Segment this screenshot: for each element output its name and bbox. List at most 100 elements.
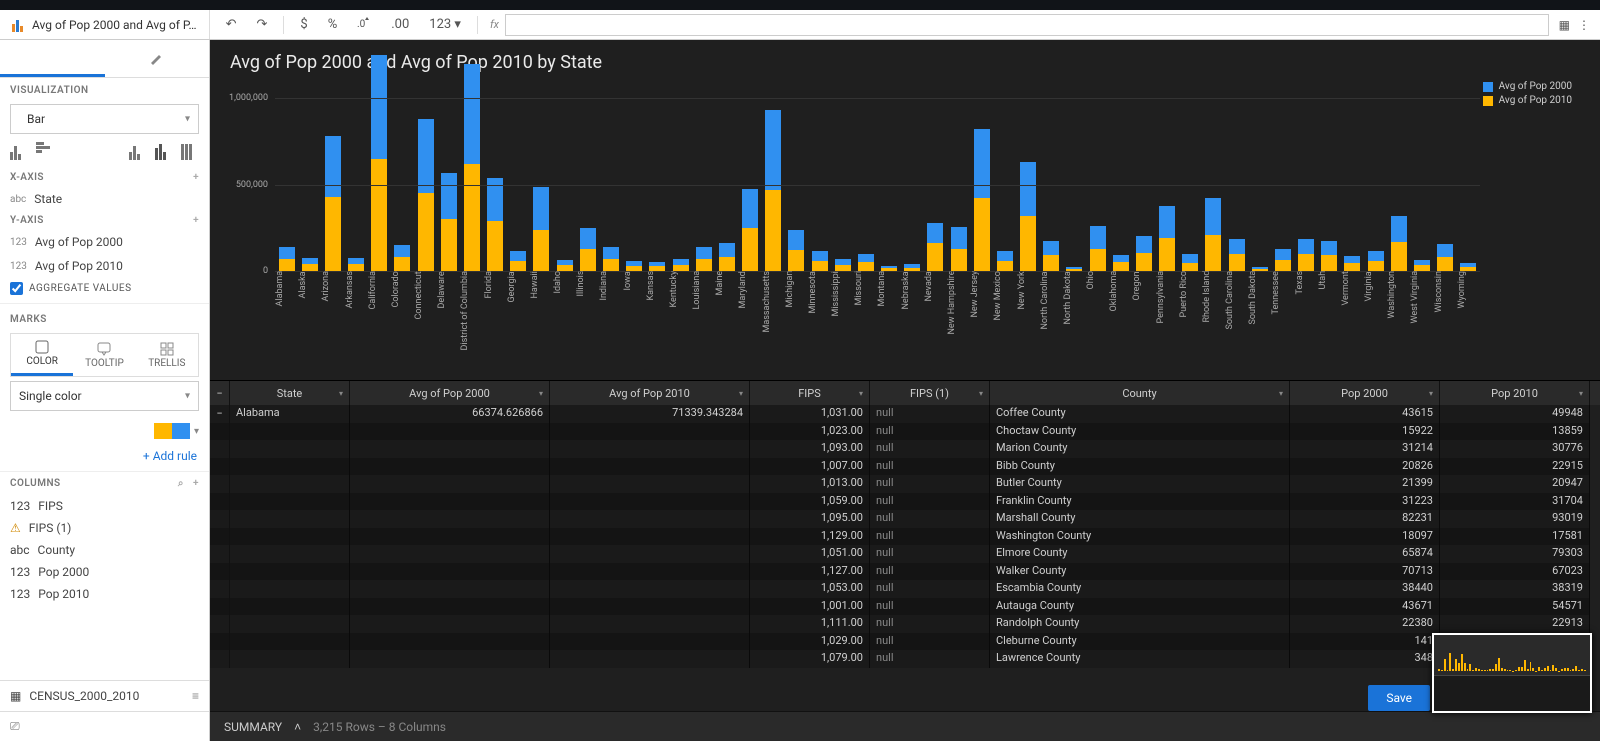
aggregate-row[interactable]: AGGREGATE VALUES — [0, 278, 209, 299]
bar[interactable] — [1040, 241, 1063, 271]
bar[interactable] — [391, 245, 414, 271]
th-avg2000[interactable]: Avg of Pop 2000▾ — [350, 381, 550, 405]
bar[interactable] — [1318, 241, 1341, 271]
table-row[interactable]: 1,129.00nullWashington County1809717581 — [210, 528, 1600, 546]
expand-all[interactable]: − — [210, 381, 230, 405]
bar[interactable] — [1410, 260, 1433, 271]
table-row[interactable]: 1,053.00nullEscambia County3844038319 — [210, 580, 1600, 598]
add-x-icon[interactable]: + — [193, 172, 199, 183]
table-row[interactable]: 1,111.00nullRandolph County2238022913 — [210, 615, 1600, 633]
style-tab[interactable] — [105, 40, 210, 77]
caret-icon[interactable]: ▾ — [194, 426, 199, 437]
bar[interactable] — [924, 223, 947, 271]
marks-trellis-tab[interactable]: TRELLIS — [136, 334, 198, 376]
table-row[interactable]: 1,059.00nullFranklin County3122331704 — [210, 493, 1600, 511]
bar[interactable] — [623, 261, 646, 271]
bar[interactable] — [669, 259, 692, 271]
computer-icon[interactable]: ⎚ — [10, 719, 20, 734]
th-p2000[interactable]: Pop 2000▾ — [1290, 381, 1440, 405]
th-p2010[interactable]: Pop 2010▾ — [1440, 381, 1590, 405]
bar[interactable] — [1156, 206, 1179, 271]
bar[interactable] — [715, 243, 738, 271]
table-row[interactable]: 1,013.00nullButler County2139920947 — [210, 475, 1600, 493]
bar[interactable] — [738, 189, 761, 271]
table-row[interactable]: 1,029.00nullCleburne County1419 — [210, 633, 1600, 651]
table-row[interactable]: 1,007.00nullBibb County2082622915 — [210, 458, 1600, 476]
bar[interactable] — [484, 178, 507, 271]
formula-input[interactable] — [505, 14, 1549, 36]
x-field[interactable]: abc State — [0, 187, 209, 211]
table-icon[interactable]: ▦ — [1559, 18, 1570, 32]
dataset-footer[interactable]: ▦ CENSUS_2000_2010 ≡ — [0, 680, 209, 711]
add-rule-link[interactable]: + Add rule — [0, 447, 209, 471]
column-item[interactable]: ⚠FIPS (1) — [0, 517, 209, 539]
save-button[interactable]: Save — [1368, 685, 1430, 711]
th-avg2010[interactable]: Avg of Pop 2010▾ — [550, 381, 750, 405]
y-field-2[interactable]: 123 Avg of Pop 2010 — [0, 254, 209, 278]
bar[interactable] — [692, 247, 715, 271]
table-row[interactable]: 1,051.00nullElmore County6587479303 — [210, 545, 1600, 563]
bar[interactable] — [507, 251, 530, 271]
undo-button[interactable]: ↶ — [222, 15, 241, 34]
color-swatch[interactable] — [154, 423, 190, 439]
bar[interactable] — [1434, 244, 1457, 271]
bar[interactable] — [460, 64, 483, 271]
bar[interactable] — [1086, 226, 1109, 271]
y-field-1[interactable]: 123 Avg of Pop 2000 — [0, 230, 209, 254]
bar[interactable] — [553, 260, 576, 271]
bar[interactable] — [1132, 236, 1155, 271]
bar[interactable] — [785, 230, 808, 271]
table-row[interactable]: −Alabama66374.62686671339.3432841,031.00… — [210, 405, 1600, 423]
sheet-tab[interactable]: Avg of Pop 2000 and Avg of P… — [0, 10, 210, 39]
percent-button[interactable]: % — [324, 15, 342, 34]
bar[interactable] — [1271, 249, 1294, 271]
table-row[interactable]: 1,001.00nullAutauga County4367154571 — [210, 598, 1600, 616]
color-mode-select[interactable]: Single color ▾ — [10, 381, 199, 411]
bar[interactable] — [576, 228, 599, 271]
dec-minus-button[interactable]: .0 — [353, 14, 375, 36]
th-fips1[interactable]: FIPS (1)▾ — [870, 381, 990, 405]
bar[interactable] — [947, 227, 970, 271]
bar[interactable] — [1017, 162, 1040, 271]
marks-color-tab[interactable]: COLOR — [11, 334, 73, 376]
search-icon[interactable]: ⌕ — [178, 478, 184, 489]
bar[interactable] — [1109, 255, 1132, 271]
mini-map[interactable] — [1432, 633, 1592, 713]
th-county[interactable]: County▾ — [990, 381, 1290, 405]
bar[interactable] — [368, 55, 391, 271]
bar[interactable] — [530, 187, 553, 271]
currency-button[interactable]: $ — [296, 15, 311, 34]
bar[interactable] — [1179, 254, 1202, 271]
table-row[interactable]: 1,127.00nullWalker County7071367023 — [210, 563, 1600, 581]
menu-icon[interactable]: ≡ — [192, 689, 199, 703]
bar[interactable] — [831, 259, 854, 271]
dec-plus-button[interactable]: .00 — [387, 15, 413, 34]
column-item[interactable]: 123Pop 2000 — [0, 561, 209, 583]
viz-tab[interactable] — [0, 40, 105, 77]
bar[interactable] — [1341, 256, 1364, 271]
redo-button[interactable]: ↷ — [252, 15, 271, 34]
bar[interactable] — [808, 251, 831, 271]
bar[interactable] — [1387, 216, 1410, 271]
subtype-vertical[interactable] — [10, 142, 28, 160]
bar[interactable] — [437, 173, 460, 271]
bar[interactable] — [993, 251, 1016, 271]
table-row[interactable]: 1,095.00nullMarshall County8223193019 — [210, 510, 1600, 528]
bar[interactable] — [414, 119, 437, 271]
subtype-stacked[interactable] — [155, 142, 173, 160]
bar[interactable] — [1295, 239, 1318, 271]
column-item[interactable]: 123Pop 2010 — [0, 583, 209, 605]
bar[interactable] — [646, 262, 669, 271]
table-row[interactable]: 1,093.00nullMarion County3121430776 — [210, 440, 1600, 458]
subtype-horizontal[interactable] — [36, 142, 54, 160]
aggregate-checkbox[interactable] — [10, 282, 23, 295]
table-row[interactable]: 1,079.00nullLawrence County348 — [210, 650, 1600, 668]
add-y-icon[interactable]: + — [193, 215, 199, 226]
bar[interactable] — [345, 258, 368, 271]
chart-type-select[interactable]: Bar ▾ — [10, 104, 199, 134]
th-fips[interactable]: FIPS▾ — [750, 381, 870, 405]
bar[interactable] — [275, 247, 298, 271]
subtype-100[interactable] — [181, 142, 199, 160]
bar[interactable] — [762, 110, 785, 271]
column-item[interactable]: 123FIPS — [0, 495, 209, 517]
